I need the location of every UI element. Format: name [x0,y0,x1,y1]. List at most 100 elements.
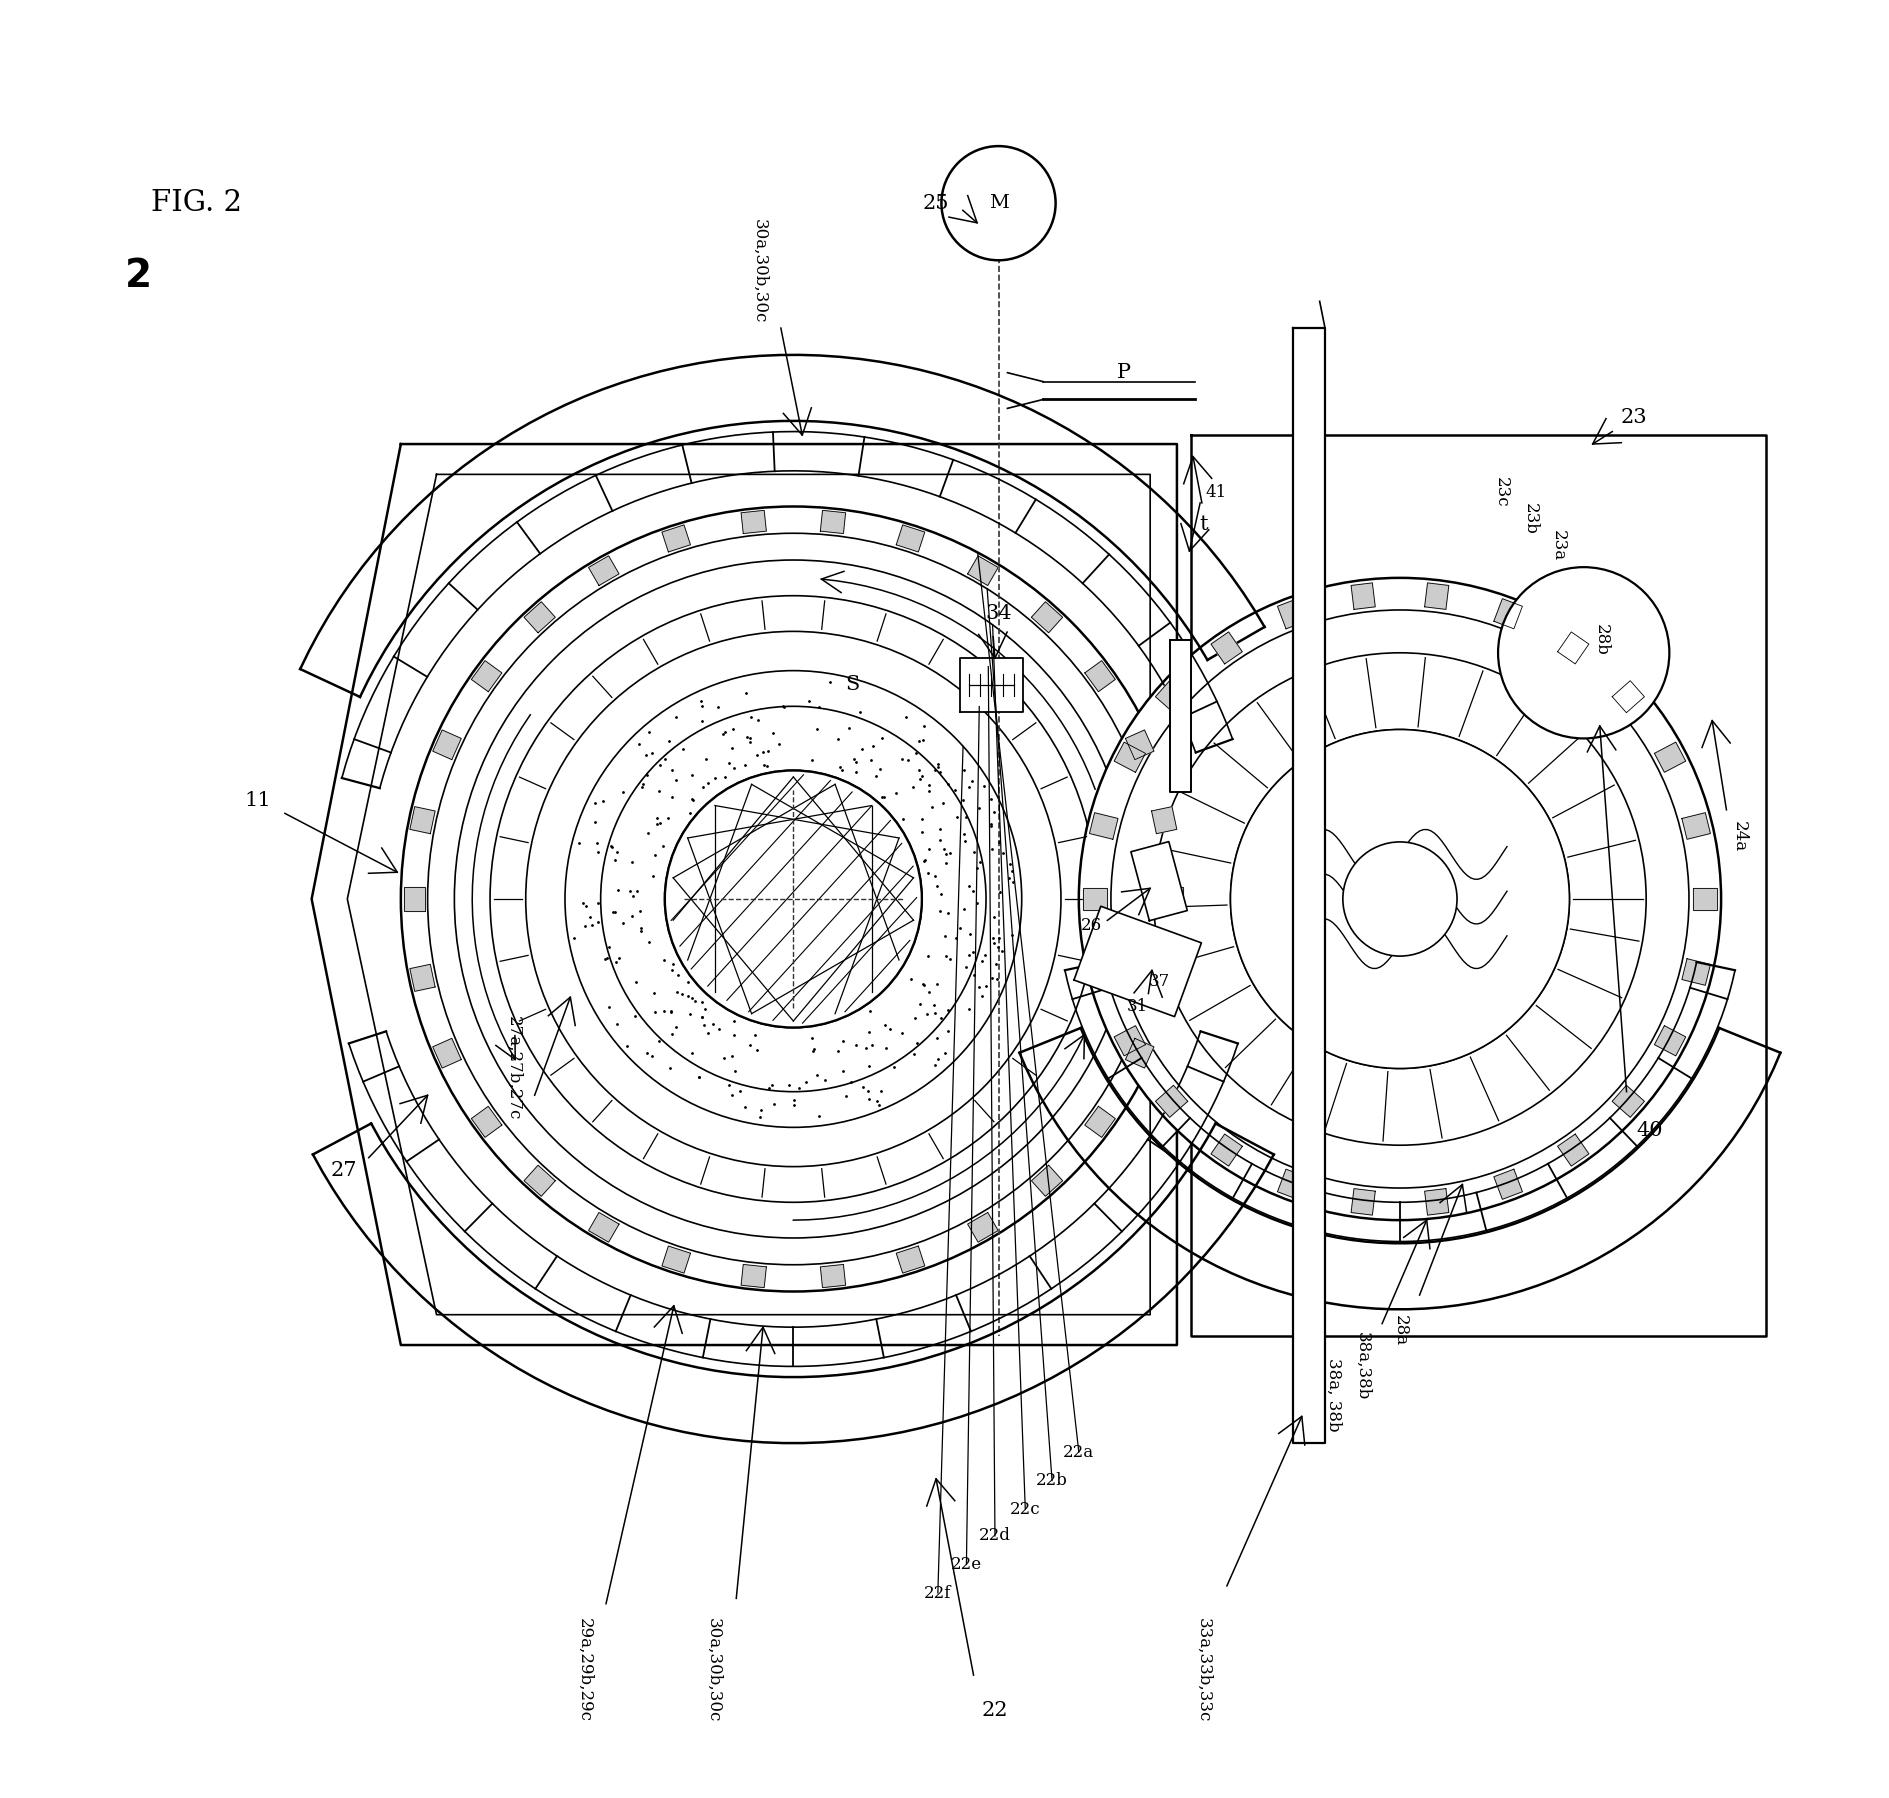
Polygon shape [1492,599,1523,629]
Text: t: t [1200,514,1207,534]
Polygon shape [1424,583,1449,610]
Polygon shape [1150,964,1177,991]
Polygon shape [960,658,1022,712]
Text: $\bf{2}$: $\bf{2}$ [125,257,149,295]
Polygon shape [1115,1025,1145,1055]
Text: 27a,27b,27c: 27a,27b,27c [504,1016,521,1120]
Polygon shape [1292,327,1324,1444]
Polygon shape [967,1212,997,1242]
Polygon shape [1611,681,1643,712]
Text: S: S [844,676,859,694]
Polygon shape [523,602,555,633]
Polygon shape [470,1106,502,1138]
Polygon shape [1169,640,1190,791]
Polygon shape [895,525,924,552]
Polygon shape [820,511,844,534]
Text: 23a: 23a [1549,530,1566,561]
Text: 22c: 22c [1009,1501,1041,1518]
Text: M: M [988,194,1009,212]
Polygon shape [1351,1188,1375,1215]
Text: 23: 23 [1619,408,1645,426]
Circle shape [400,507,1184,1291]
Text: 40: 40 [1636,1122,1662,1140]
Polygon shape [1082,888,1107,910]
Text: 22e: 22e [950,1555,982,1573]
Polygon shape [1277,1169,1305,1199]
Text: 11: 11 [244,791,272,811]
Text: 27: 27 [331,1162,357,1179]
Polygon shape [1277,599,1305,629]
Polygon shape [1693,888,1717,910]
Text: 37: 37 [1149,973,1169,989]
Text: 31: 31 [1126,998,1149,1014]
Polygon shape [1653,743,1685,773]
Text: 41: 41 [1205,484,1226,500]
Text: 23b: 23b [1521,503,1538,536]
Polygon shape [404,888,425,910]
Polygon shape [433,1039,461,1068]
Circle shape [665,771,922,1027]
Polygon shape [587,556,620,586]
Polygon shape [1073,906,1201,1016]
Polygon shape [1124,730,1154,759]
Text: 22a: 22a [1064,1444,1094,1460]
Polygon shape [1150,807,1177,834]
Circle shape [489,595,1096,1203]
Polygon shape [1557,631,1589,663]
Text: 22d: 22d [979,1528,1011,1544]
Circle shape [941,146,1056,261]
Circle shape [427,534,1158,1264]
Text: FIG. 2: FIG. 2 [151,189,242,218]
Polygon shape [410,807,434,834]
Polygon shape [587,1212,620,1242]
Polygon shape [433,730,461,759]
Circle shape [525,631,1060,1167]
Polygon shape [470,660,502,692]
Text: 33a,33b,33c: 33a,33b,33c [1194,1618,1211,1722]
Polygon shape [1653,1025,1685,1055]
Polygon shape [1211,1135,1241,1167]
Text: 28b: 28b [1592,624,1609,656]
Polygon shape [1492,1169,1523,1199]
Polygon shape [523,1165,555,1196]
Polygon shape [1084,660,1115,692]
Polygon shape [1681,813,1710,840]
Circle shape [1343,841,1456,957]
Text: 38a,38b: 38a,38b [1353,1332,1370,1401]
Circle shape [665,771,922,1027]
Text: 26: 26 [1081,917,1101,935]
Text: 30a,30b,30c: 30a,30b,30c [750,219,767,324]
Polygon shape [1557,1135,1589,1167]
Text: 38a, 38b: 38a, 38b [1324,1357,1341,1431]
Circle shape [601,707,986,1091]
Polygon shape [1115,743,1145,773]
Text: 23c: 23c [1492,476,1509,507]
Polygon shape [1162,888,1183,910]
Text: 22b: 22b [1035,1473,1067,1489]
Polygon shape [661,525,689,552]
Polygon shape [1681,958,1710,985]
Polygon shape [740,511,765,534]
Polygon shape [820,1264,844,1287]
Polygon shape [895,1246,924,1273]
Polygon shape [1088,813,1118,840]
Polygon shape [1130,841,1186,921]
Circle shape [1498,566,1668,739]
Polygon shape [1611,1086,1643,1117]
Polygon shape [1124,1039,1154,1068]
Text: 34: 34 [984,604,1011,624]
Circle shape [1230,730,1568,1068]
Polygon shape [1154,681,1186,712]
Text: P: P [1116,363,1130,383]
Polygon shape [1351,583,1375,610]
Text: 25: 25 [922,194,948,212]
Circle shape [1343,841,1456,957]
Text: 22: 22 [980,1701,1007,1721]
Text: 29a,29b,29c: 29a,29b,29c [576,1618,593,1722]
Polygon shape [1031,602,1062,633]
Text: 28a: 28a [1390,1314,1407,1347]
Circle shape [1079,577,1721,1221]
Circle shape [565,671,1022,1127]
Polygon shape [410,964,434,991]
Polygon shape [740,1264,765,1287]
